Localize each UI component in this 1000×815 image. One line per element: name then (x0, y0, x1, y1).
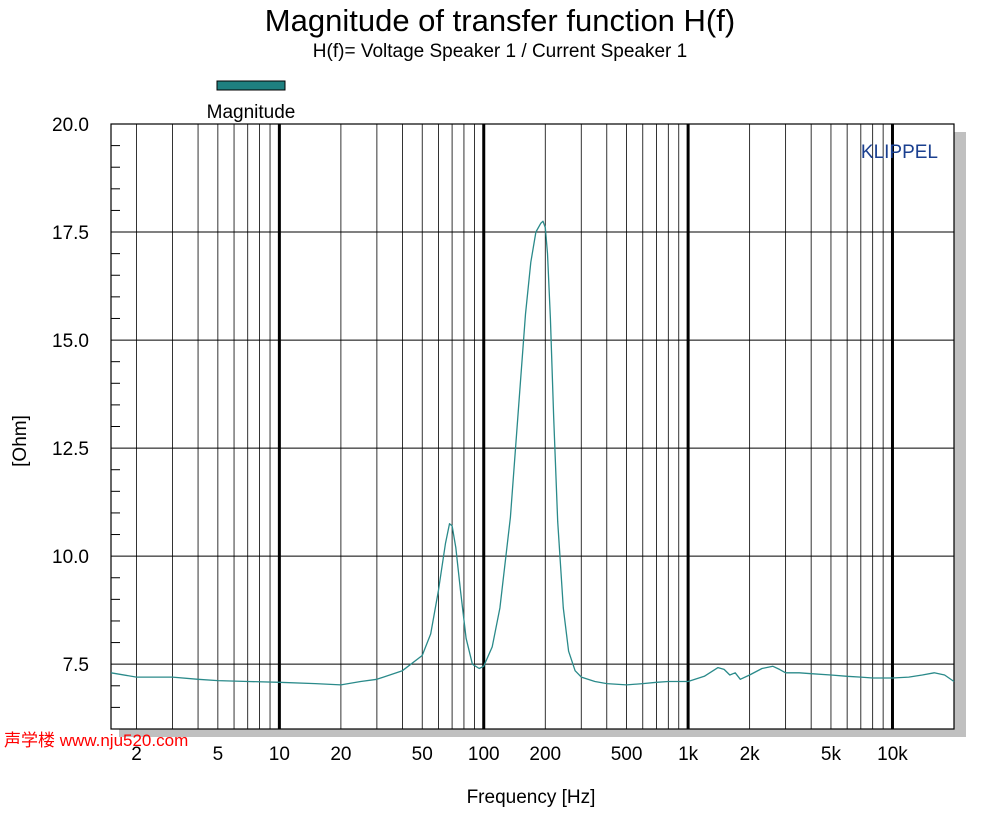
grid-minor (111, 123, 955, 729)
x-tick-label: 200 (529, 744, 561, 765)
x-tick-label: 10k (877, 744, 908, 765)
legend-swatch (216, 80, 286, 91)
legend-label: Magnitude (207, 102, 296, 123)
y-axis-label: [Ohm] (10, 415, 31, 467)
x-tick-label: 1k (678, 744, 699, 765)
x-tick-label: 20 (330, 744, 351, 765)
series-line-magnitude (110, 220, 955, 686)
plot-area (110, 123, 955, 730)
chart-title: Magnitude of transfer function H(f) (265, 3, 735, 38)
x-tick-label: 100 (468, 744, 500, 765)
x-axis-label: Frequency [Hz] (467, 787, 596, 808)
y-tick-label: 10.0 (52, 547, 89, 568)
x-tick-label: 2k (740, 744, 761, 765)
site-watermark: 声学楼 www.nju520.com (4, 731, 188, 750)
brand-watermark: KLIPPEL (861, 142, 938, 163)
y-tick-label: 7.5 (63, 655, 89, 676)
grid-major (277, 124, 894, 729)
series-layer (110, 220, 955, 686)
y-tick-label: 17.5 (52, 223, 89, 244)
x-tick-labels: 2 5 10 20 50 100 200 500 1k 2k 5k 10k (131, 744, 908, 765)
x-tick-label: 5 (213, 744, 224, 765)
x-tick-label: 50 (412, 744, 433, 765)
chart-subtitle: H(f)= Voltage Speaker 1 / Current Speake… (313, 41, 687, 62)
x-tick-label: 2 (131, 744, 142, 765)
y-tick-label: 15.0 (52, 331, 89, 352)
x-tick-label: 10 (269, 744, 290, 765)
x-tick-label: 5k (821, 744, 842, 765)
x-tick-label: 500 (611, 744, 643, 765)
y-tick-label: 12.5 (52, 439, 89, 460)
y-minor-ticks (111, 145, 120, 708)
y-tick-label: 20.0 (52, 115, 89, 136)
y-tick-labels: 7.5 10.0 12.5 15.0 17.5 20.0 (52, 115, 89, 676)
